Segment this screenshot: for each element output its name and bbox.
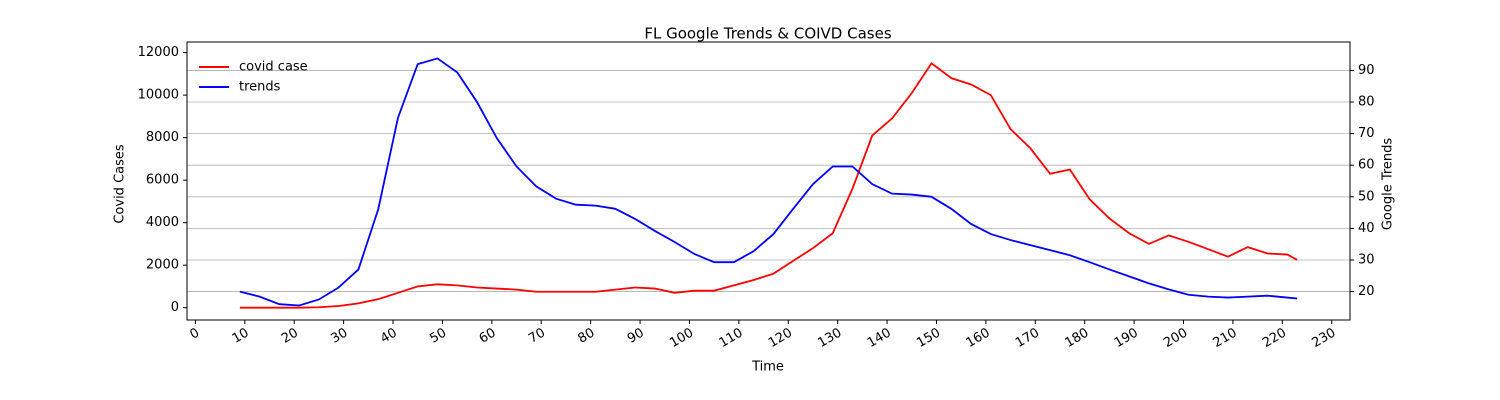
y2-tick-label: 90: [1358, 63, 1375, 78]
y2-tick-label: 60: [1358, 158, 1375, 173]
plot-frame: [186, 41, 1351, 321]
y-tick-label: 6000: [146, 173, 179, 188]
y2-tick-label: 50: [1358, 189, 1375, 204]
x-tick-label: 30: [329, 326, 351, 347]
x-tick-label: 40: [378, 326, 400, 347]
x-tick-label: 90: [625, 326, 647, 347]
x-tick-label: 110: [717, 326, 746, 351]
x-tick-label: 20: [279, 326, 301, 347]
y2-tick-label: 80: [1358, 95, 1375, 110]
y-tick-label: 0: [171, 300, 179, 315]
x-tick-label: 170: [1013, 326, 1042, 351]
y2-tick-label: 40: [1358, 221, 1375, 236]
x-tick-label: 120: [766, 326, 795, 351]
y-tick-label: 4000: [146, 215, 179, 230]
legend-label: covid case: [239, 60, 308, 75]
y-tick-label: 8000: [146, 130, 179, 145]
y2-tick-label: 20: [1358, 284, 1375, 299]
y2-tick-label: 70: [1358, 126, 1375, 141]
x-tick-label: 220: [1260, 326, 1289, 351]
x-tick-label: 190: [1112, 326, 1141, 351]
y2-tick-label: 30: [1358, 252, 1375, 267]
y2-axis-label: Google Trends: [1381, 138, 1396, 231]
x-tick-label: 10: [230, 326, 252, 347]
x-tick-label: 50: [427, 326, 449, 347]
x-tick-label: 130: [815, 326, 844, 351]
y-axis-label: Covid Cases: [113, 144, 128, 224]
x-tick-label: 60: [477, 326, 499, 347]
chart-title: FL Google Trends & COIVD Cases: [644, 25, 892, 43]
x-tick-label: 160: [964, 326, 993, 351]
data-line: [239, 57, 1298, 307]
legend-label: trends: [239, 80, 281, 95]
y-tick-label: 2000: [146, 258, 179, 273]
x-tick-label: 0: [187, 326, 202, 343]
x-axis-label: Time: [751, 360, 784, 375]
x-tick-label: 180: [1062, 326, 1091, 351]
x-tick-label: 200: [1161, 326, 1190, 351]
x-tick-label: 100: [667, 326, 696, 351]
y-tick-label: 12000: [138, 45, 179, 60]
x-tick-label: 140: [865, 326, 894, 351]
x-tick-label: 210: [1211, 326, 1240, 351]
x-tick-label: 80: [576, 326, 598, 347]
x-tick-label: 150: [914, 326, 943, 351]
data-line: [239, 61, 1298, 309]
x-tick-label: 230: [1309, 326, 1338, 351]
y-tick-label: 10000: [138, 88, 179, 103]
x-tick-label: 70: [526, 326, 548, 347]
